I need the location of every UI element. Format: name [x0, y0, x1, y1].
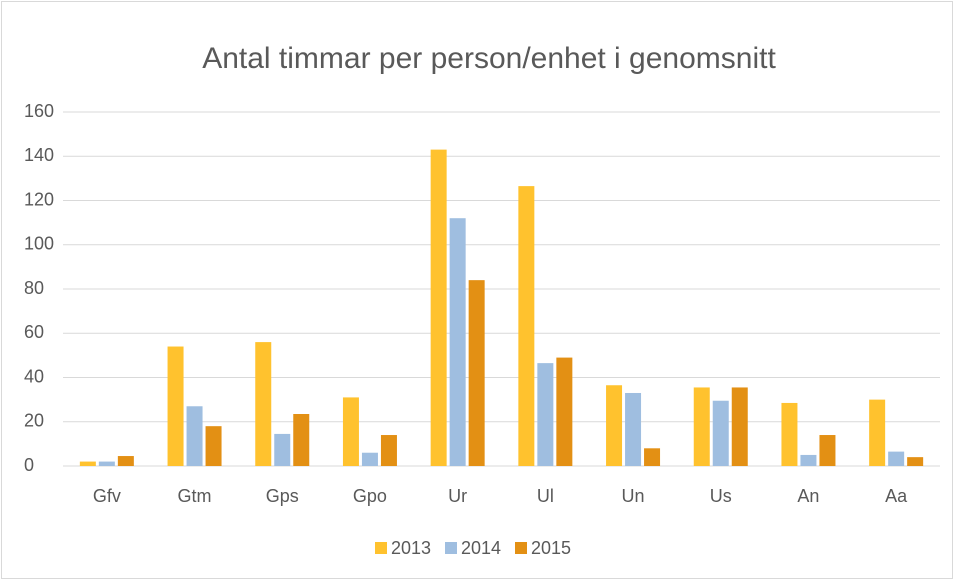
- bar: [293, 414, 310, 466]
- bar: [449, 218, 466, 466]
- bar: [537, 363, 554, 466]
- bar: [819, 435, 836, 466]
- x-tick-label: Ul: [537, 486, 554, 506]
- x-tick-label: Aa: [885, 486, 908, 506]
- bar: [644, 448, 661, 466]
- bar: [468, 280, 485, 466]
- bar: [255, 342, 272, 466]
- y-tick-label: 80: [24, 278, 44, 298]
- bar: [907, 457, 924, 466]
- x-tick-label: Gtm: [178, 486, 212, 506]
- y-tick-label: 140: [24, 145, 54, 165]
- x-tick-label: Gpo: [353, 486, 387, 506]
- legend-swatch: [445, 542, 457, 554]
- legend-label: 2013: [391, 538, 431, 558]
- y-tick-label: 120: [24, 189, 54, 209]
- x-tick-label: Ur: [448, 486, 467, 506]
- bar: [430, 149, 447, 467]
- legend-label: 2014: [461, 538, 501, 558]
- bar: [361, 452, 378, 466]
- bar: [274, 433, 291, 466]
- bar: [167, 346, 184, 466]
- x-tick-label: Us: [710, 486, 732, 506]
- x-tick-label: An: [797, 486, 819, 506]
- y-tick-label: 20: [24, 411, 44, 431]
- bar: [79, 461, 96, 466]
- bar: [518, 186, 535, 466]
- bar: [800, 454, 817, 466]
- bar: [625, 392, 642, 466]
- legend-swatch: [515, 542, 527, 554]
- bar: [888, 451, 905, 466]
- bar: [712, 400, 729, 466]
- bar: [98, 461, 115, 466]
- bar: [117, 456, 134, 466]
- bar: [693, 387, 710, 466]
- bar: [781, 402, 798, 466]
- bar: [205, 426, 222, 466]
- bar: [731, 387, 748, 466]
- bar: [380, 435, 397, 466]
- legend-swatch: [375, 542, 387, 554]
- x-tick-label: Un: [622, 486, 645, 506]
- bar: [186, 406, 203, 466]
- x-tick-label: Gps: [266, 486, 299, 506]
- bar: [606, 385, 623, 466]
- chart-title: Antal timmar per person/enhet i genomsni…: [202, 42, 776, 75]
- x-tick-label: Gfv: [93, 486, 121, 506]
- bar: [556, 357, 573, 466]
- legend-label: 2015: [531, 538, 571, 558]
- y-tick-label: 0: [24, 455, 34, 475]
- y-tick-label: 100: [24, 234, 54, 254]
- y-tick-label: 40: [24, 366, 44, 386]
- y-tick-label: 160: [24, 101, 54, 121]
- bar: [869, 399, 886, 466]
- y-tick-label: 60: [24, 322, 44, 342]
- bar: [342, 397, 359, 466]
